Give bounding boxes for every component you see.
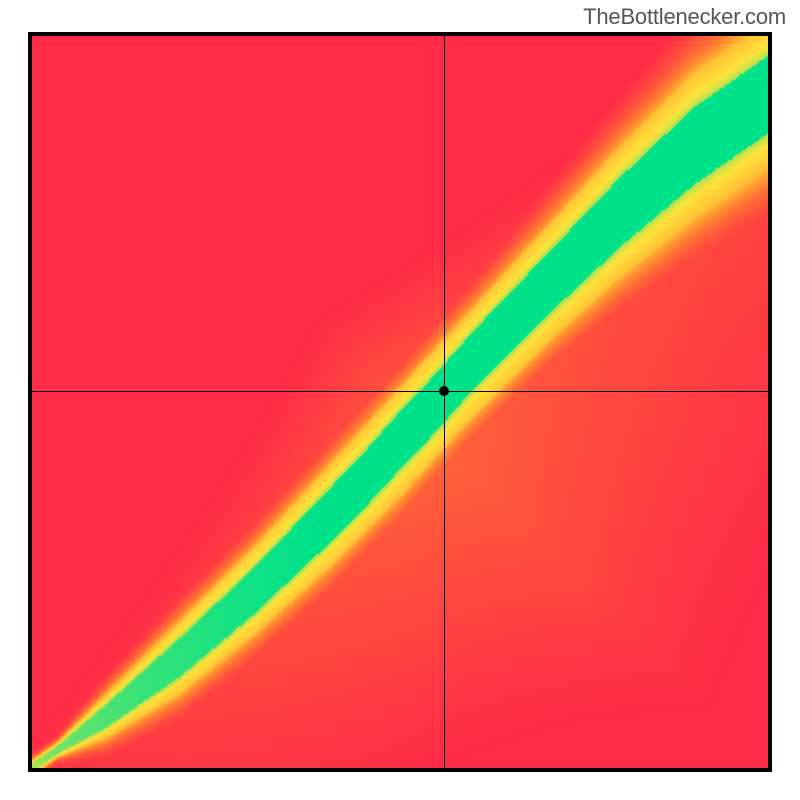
intersection-marker xyxy=(439,386,449,396)
plot-area xyxy=(28,32,772,772)
heatmap-canvas-wrap xyxy=(32,36,768,768)
crosshair-vertical xyxy=(444,36,445,768)
crosshair-horizontal xyxy=(32,391,768,392)
heatmap-canvas xyxy=(32,36,768,768)
watermark-text: TheBottlenecker.com xyxy=(583,4,786,30)
